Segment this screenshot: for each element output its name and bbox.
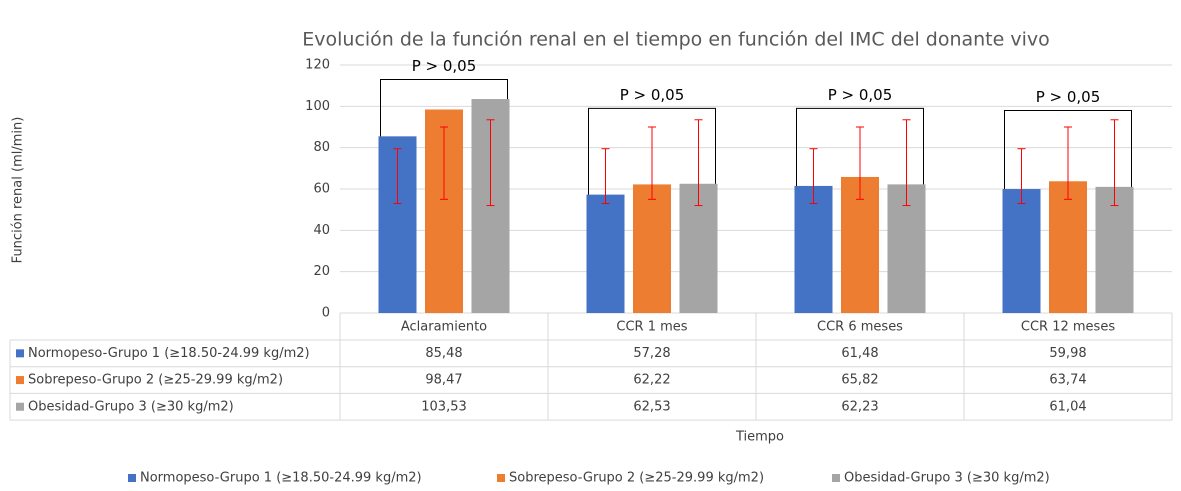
legend-swatch [497, 474, 505, 482]
y-axis-label: Función renal (ml/min) [11, 117, 26, 264]
bar [794, 185, 833, 313]
y-tick-label: 80 [313, 140, 330, 155]
significance-bracket [380, 78, 508, 137]
legend-swatch [16, 402, 24, 411]
bar [1002, 189, 1041, 313]
bar [1049, 181, 1087, 313]
table-row-label: Sobrepeso-Grupo 2 (≥25-29.99 kg/m2) [28, 373, 283, 388]
table-row-label: Normopeso-Grupo 1 (≥18.50-24.99 kg/m2) [28, 346, 310, 361]
table-cell: 62,53 [633, 399, 670, 414]
annotation: P > 0,05 [1036, 88, 1101, 106]
bar [633, 184, 671, 313]
x-tick-label: CCR 6 meses [817, 320, 903, 335]
table-cell: 62,22 [633, 373, 670, 388]
y-tick-label: 40 [313, 223, 330, 238]
annotation: P > 0,05 [412, 57, 477, 75]
y-tick-label: 0 [322, 306, 330, 321]
bar [586, 194, 625, 313]
table-cell: 62,23 [841, 399, 878, 414]
legend-label: Normopeso-Grupo 1 (≥18.50-24.99 kg/m2) [140, 471, 422, 486]
annotation: P > 0,05 [620, 86, 685, 104]
legend-swatch [128, 474, 136, 482]
table-cell: 85,48 [425, 346, 462, 361]
table-row-label: Obesidad-Grupo 3 (≥30 kg/m2) [28, 399, 234, 414]
y-tick-label: 100 [305, 99, 330, 114]
significance-bracket [796, 107, 924, 186]
y-tick-label: 20 [313, 264, 330, 279]
annotation: P > 0,05 [828, 86, 893, 104]
table-cell: 61,04 [1049, 399, 1086, 414]
table-cell: 63,74 [1049, 373, 1086, 388]
legend-label: Obesidad-Grupo 3 (≥30 kg/m2) [844, 471, 1050, 486]
legend-swatch [16, 349, 24, 358]
x-tick-label: CCR 12 meses [1021, 320, 1115, 335]
chart-title: Evolución de la función renal en el tiem… [302, 29, 1050, 51]
legend-swatch [832, 474, 840, 482]
table-cell: 65,82 [841, 373, 878, 388]
table-cell: 59,98 [1049, 346, 1086, 361]
significance-bracket [1004, 109, 1132, 190]
table-cell: 57,28 [633, 346, 670, 361]
legend-swatch [16, 376, 24, 385]
x-axis-label: Tiempo [735, 430, 784, 445]
y-tick-label: 120 [305, 58, 330, 73]
table-cell: 103,53 [421, 399, 467, 414]
significance-bracket [588, 107, 716, 195]
legend-label: Sobrepeso-Grupo 2 (≥25-29.99 kg/m2) [509, 471, 764, 486]
table-cell: 98,47 [425, 373, 462, 388]
x-tick-label: Aclaramiento [401, 320, 487, 335]
y-tick-label: 60 [313, 182, 330, 197]
x-tick-label: CCR 1 mes [616, 320, 687, 335]
table-cell: 61,48 [841, 346, 878, 361]
bar [1095, 186, 1134, 313]
